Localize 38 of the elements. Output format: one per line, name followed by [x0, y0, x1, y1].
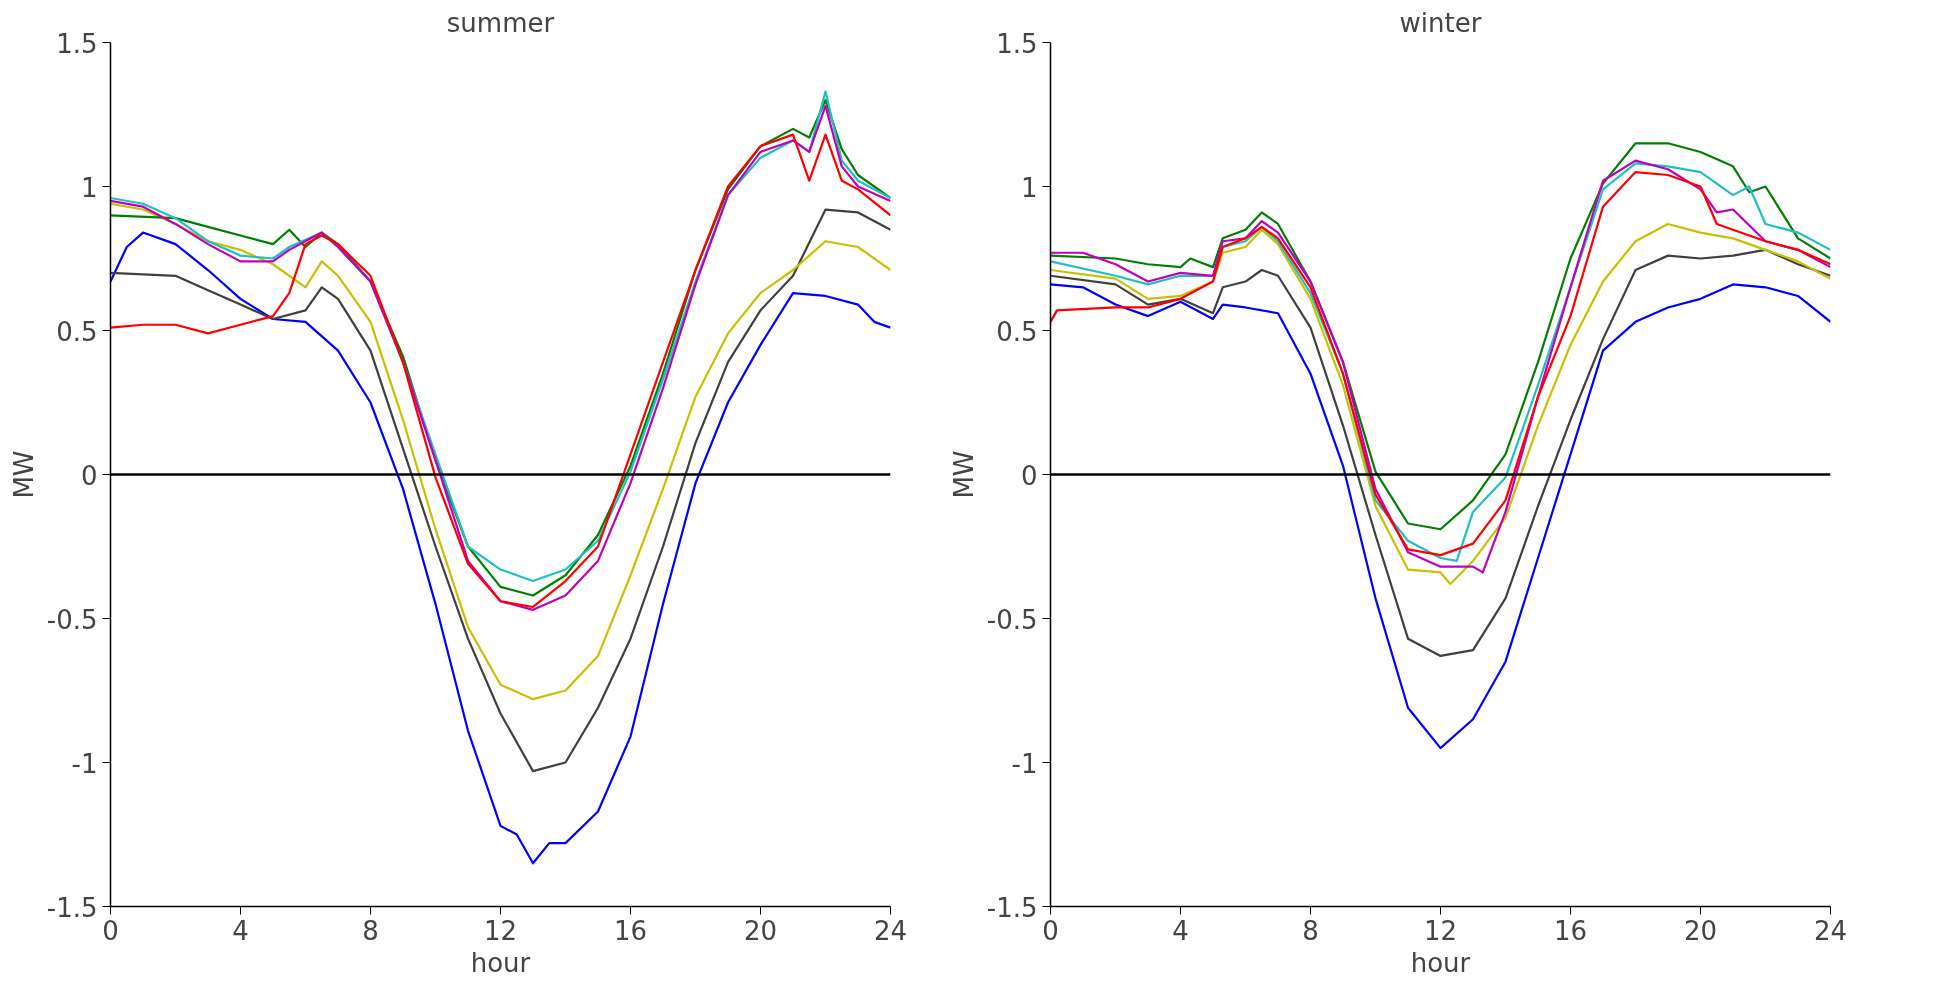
- x-tick-label: 24: [1813, 915, 1848, 946]
- x-tick-label: 0: [102, 915, 119, 946]
- chart-title: winter: [1399, 7, 1482, 38]
- x-tick-label: 12: [1423, 915, 1458, 946]
- y-axis-title: MW: [8, 450, 39, 499]
- y-tick-label: -1: [1011, 748, 1038, 779]
- x-tick-label: 0: [1042, 915, 1059, 946]
- x-tick-label: 20: [1683, 915, 1718, 946]
- y-tick-label: -1: [71, 748, 98, 779]
- line-series: [110, 231, 891, 865]
- x-tick-label: 20: [743, 915, 778, 946]
- x-tick-label: 8: [1302, 915, 1319, 946]
- y-axis-title: MW: [948, 450, 979, 499]
- x-tick-label: 12: [483, 915, 518, 946]
- y-tick-label: 1: [1020, 172, 1038, 203]
- y-tick-label: 1: [80, 172, 98, 203]
- x-tick-label: 8: [362, 915, 379, 946]
- y-tick-label: 1.5: [56, 28, 98, 59]
- y-tick-label: -0.5: [46, 604, 98, 635]
- y-tick-label: 0.5: [56, 316, 98, 347]
- x-tick-label: 24: [873, 915, 908, 946]
- y-tick-label: -0.5: [986, 604, 1038, 635]
- y-tick-label: 0.5: [996, 316, 1038, 347]
- line-series: [1050, 222, 1831, 586]
- y-tick-label: 0: [1020, 460, 1038, 491]
- x-axis-title: hour: [470, 947, 531, 978]
- line-series: [1050, 248, 1831, 658]
- x-tick-label: 4: [232, 915, 249, 946]
- y-tick-label: -1.5: [46, 892, 98, 923]
- x-tick-label: 16: [613, 915, 648, 946]
- line-series: [1050, 283, 1831, 750]
- y-tick-label: -1.5: [986, 892, 1038, 923]
- x-tick-label: 16: [1553, 915, 1588, 946]
- y-tick-label: 0: [80, 460, 98, 491]
- x-axis-title: hour: [1410, 947, 1471, 978]
- x-tick-label: 4: [1172, 915, 1189, 946]
- y-tick-label: 1.5: [996, 28, 1038, 59]
- chart-title: summer: [446, 7, 555, 38]
